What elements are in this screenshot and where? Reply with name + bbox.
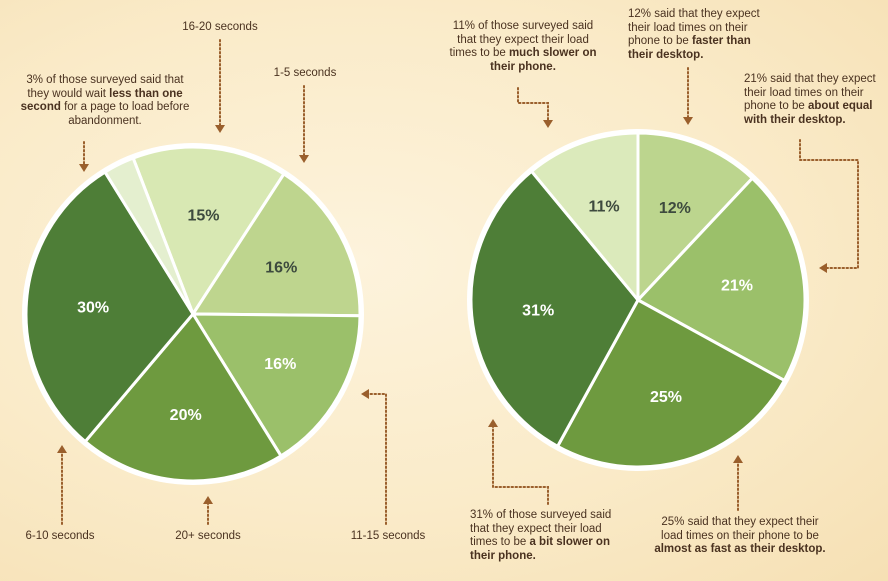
- pie-slice-faster-than-their-desktop: [636, 131, 754, 302]
- slice-label-a-bit-slower-on-their-phone: 31%: [522, 302, 554, 319]
- leader-a-bit-slower-line: [492, 425, 549, 505]
- leader-much-slower-arrowhead: [543, 120, 553, 128]
- slice-label-6-10-seconds: 30%: [77, 300, 109, 317]
- slice-label-20-plus-seconds: 20%: [170, 407, 202, 424]
- annotation-about-equal: 21% said that they expect their load tim…: [744, 73, 880, 127]
- annotation-text: 25% said that they expect their load tim…: [661, 516, 819, 542]
- leader-20-plus-seconds-arrowhead: [203, 496, 213, 504]
- annotation-text: 3% of those surveyed said that they woul…: [26, 74, 184, 100]
- annotation-16-20-seconds: 16-20 seconds: [182, 21, 258, 33]
- slice-label-about-equal-with-their-desktop: 21%: [721, 277, 753, 294]
- slice-label-much-slower-on-their-phone: 11%: [589, 199, 620, 216]
- leader-faster-than-desktop-arrowhead: [683, 117, 693, 125]
- annotation-6-10-seconds: 6-10 seconds: [25, 530, 95, 542]
- leader-almost-as-fast-arrowhead: [733, 455, 743, 463]
- pie-slice-less-than-one-second: [103, 156, 195, 316]
- pie-chart-phone-vs-desktop-expectation: 12% 21% 25% 31% 11%: [467, 129, 809, 471]
- pie-slice-6-10-seconds: [24, 170, 195, 444]
- annotation-almost-as-fast: 25% said that they expect their load tim…: [650, 516, 830, 557]
- leader-about-equal-arrowhead: [819, 263, 827, 273]
- pie-slice-1-5-seconds: [191, 172, 362, 318]
- pie-slice-20-plus-seconds: [83, 312, 283, 483]
- pie-slice-11-15-seconds: [191, 312, 362, 458]
- leader-16-20-seconds-arrowhead: [215, 125, 225, 133]
- slice-label-almost-as-fast-as-their-desktop: 25%: [650, 389, 682, 406]
- annotation-emphasis: much slower on their phone.: [490, 47, 597, 73]
- annotation-text: 21% said that they expect their load tim…: [744, 73, 876, 112]
- slice-label-16-20-seconds: 15%: [187, 207, 219, 224]
- pie-slice-much-slower-on-their-phone: [530, 131, 640, 302]
- annotation-text: 31% of those surveyed said that they exp…: [470, 509, 612, 548]
- leader-a-bit-slower-arrowhead: [488, 419, 498, 427]
- slice-label-1-5-seconds: 16%: [265, 260, 297, 277]
- annotation-text: 11% of those surveyed said that they exp…: [449, 20, 594, 59]
- slice-label-faster-than-their-desktop: 12%: [659, 200, 691, 217]
- annotation-a-bit-slower: 31% of those surveyed said that they exp…: [470, 509, 624, 563]
- annotation-emphasis: faster than their desktop.: [628, 35, 751, 61]
- leader-about-equal-line: [799, 139, 859, 269]
- pie-slice-a-bit-slower-on-their-phone: [469, 169, 640, 448]
- leader-lines: [57, 39, 859, 525]
- annotation-1-5-seconds: 1-5 seconds: [273, 67, 337, 79]
- leader-much-slower-line: [517, 87, 549, 122]
- annotation-faster-than-desktop: 12% said that they expect their load tim…: [628, 8, 764, 62]
- annotation-20-plus-seconds: 20+ seconds: [175, 530, 241, 542]
- annotation-much-slower: 11% of those surveyed said that they exp…: [445, 20, 601, 74]
- slice-label-11-15-seconds: 16%: [264, 356, 296, 373]
- leader-11-15-seconds-line: [367, 393, 387, 525]
- leader-1-5-seconds-arrowhead: [299, 155, 309, 163]
- leader-6-10-seconds-arrowhead: [57, 445, 67, 453]
- pie-slice-about-equal-with-their-desktop: [636, 176, 807, 382]
- leader-11-15-seconds-arrowhead: [361, 389, 369, 399]
- pie-chart-page-load-wait: 15% 16% 16% 20% 30%: [22, 143, 364, 485]
- pie-slice-almost-as-fast-as-their-desktop: [556, 298, 786, 469]
- annotation-emphasis: a bit slower on their phone.: [470, 536, 610, 562]
- annotation-11-15-seconds: 11-15 seconds: [350, 530, 426, 542]
- annotation-text: 12% said that they expect their load tim…: [628, 8, 760, 47]
- pie-slice-16-20-seconds: [131, 145, 286, 316]
- leader-less-than-one-second-arrowhead: [79, 164, 89, 172]
- annotation-emphasis: almost as fast as their desktop.: [654, 543, 826, 555]
- annotation-emphasis: less than one second: [20, 87, 183, 114]
- annotation-emphasis: about equal with their desktop.: [744, 100, 873, 126]
- annotation-text: for a page to load before abandonment.: [60, 101, 190, 127]
- annotation-less-than-one-second: 3% of those surveyed said that they woul…: [16, 74, 194, 128]
